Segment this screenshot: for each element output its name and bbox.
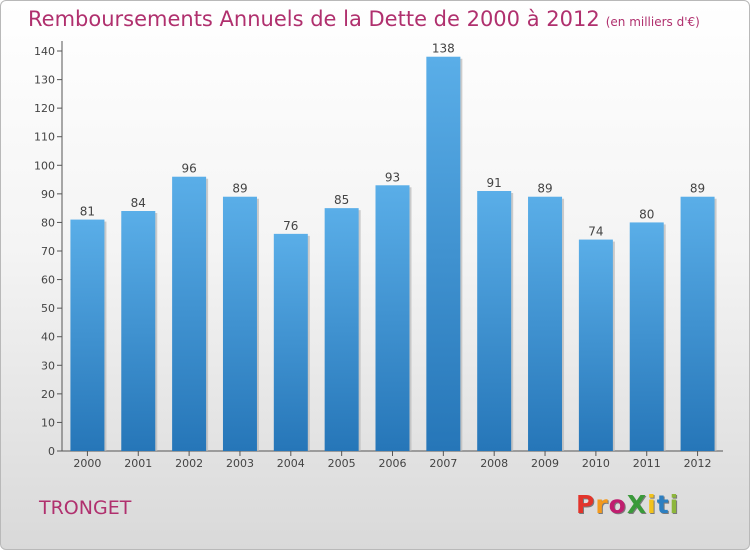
y-tick-label: 130 [34,74,55,87]
bar [629,222,664,451]
y-tick-label: 80 [41,216,55,229]
bar [426,56,461,451]
bar-value-label: 74 [588,225,603,239]
bar-value-label: 84 [131,196,146,210]
y-tick-label: 140 [34,45,55,58]
bar [375,185,410,452]
bar-value-label: 85 [334,193,349,207]
bar-value-label: 80 [639,207,654,221]
y-tick-label: 20 [41,388,55,401]
logo-letter: o [608,490,627,519]
y-tick-label: 110 [34,131,55,144]
y-tick-label: 0 [48,445,55,458]
logo-letter: t [656,490,670,519]
x-tick-label: 2003 [226,457,254,470]
y-tick-label: 10 [41,416,55,429]
bar [222,196,257,451]
bar [528,196,563,451]
bar-value-label: 76 [283,219,298,233]
chart-title: Remboursements Annuels de la Dette de 20… [28,7,700,31]
bars [70,56,717,452]
y-tick-label: 60 [41,274,55,287]
bar-value-label: 93 [385,170,400,184]
y-tick-label: 120 [34,102,55,115]
bar [172,176,207,451]
x-tick-label: 2008 [480,457,508,470]
y-tick-label: 30 [41,359,55,372]
bar [477,191,512,451]
x-tick-label: 2011 [633,457,661,470]
y-tick-label: 100 [34,159,55,172]
x-tick-label: 2000 [73,457,101,470]
bar-value-label: 89 [232,182,247,196]
axes: 0 10 20 30 40 50 60 70 80 90 100 110 120 130 140 [34,41,723,458]
logo-letter: P [576,490,596,519]
x-tick-label: 2012 [684,457,712,470]
bar-value-label: 81 [80,205,95,219]
x-tick-label: 2001 [124,457,152,470]
bar [578,239,613,451]
chart-title-text: Remboursements Annuels de la Dette de 20… [28,7,600,31]
x-tick-label: 2009 [531,457,559,470]
proxiti-logo: ProXiti [576,490,679,519]
logo-letter: i [669,490,680,519]
y-tick-label: 50 [41,302,55,315]
bar [121,211,156,451]
bar-value-label: 89 [537,182,552,196]
bar [70,219,105,451]
y-tick-label: 70 [41,245,55,258]
town-name: TRONGET [39,497,132,519]
x-tick-label: 2007 [429,457,457,470]
chart-unit-label: (en milliers d'€) [605,15,700,29]
x-tick-label: 2010 [582,457,610,470]
bar [324,208,359,451]
x-tick-label: 2002 [175,457,203,470]
x-tick-label: 2006 [379,457,407,470]
y-tick-label: 40 [41,331,55,344]
bar-value-label: 89 [690,182,705,196]
bar [680,196,715,451]
logo-letter: i [647,490,657,519]
logo-letter: r [595,490,609,519]
labels: 81 2000 84 2001 96 2002 89 2003 76 2004 85 2005 93 20… [73,42,711,470]
bar-value-label: 91 [487,176,502,190]
bar-value-label: 138 [432,42,455,56]
logo-letter: X [626,490,648,519]
y-tick-label: 90 [41,188,55,201]
bar-value-label: 96 [181,162,196,176]
x-tick-label: 2004 [277,457,305,470]
bar [273,233,308,451]
x-tick-label: 2005 [328,457,356,470]
